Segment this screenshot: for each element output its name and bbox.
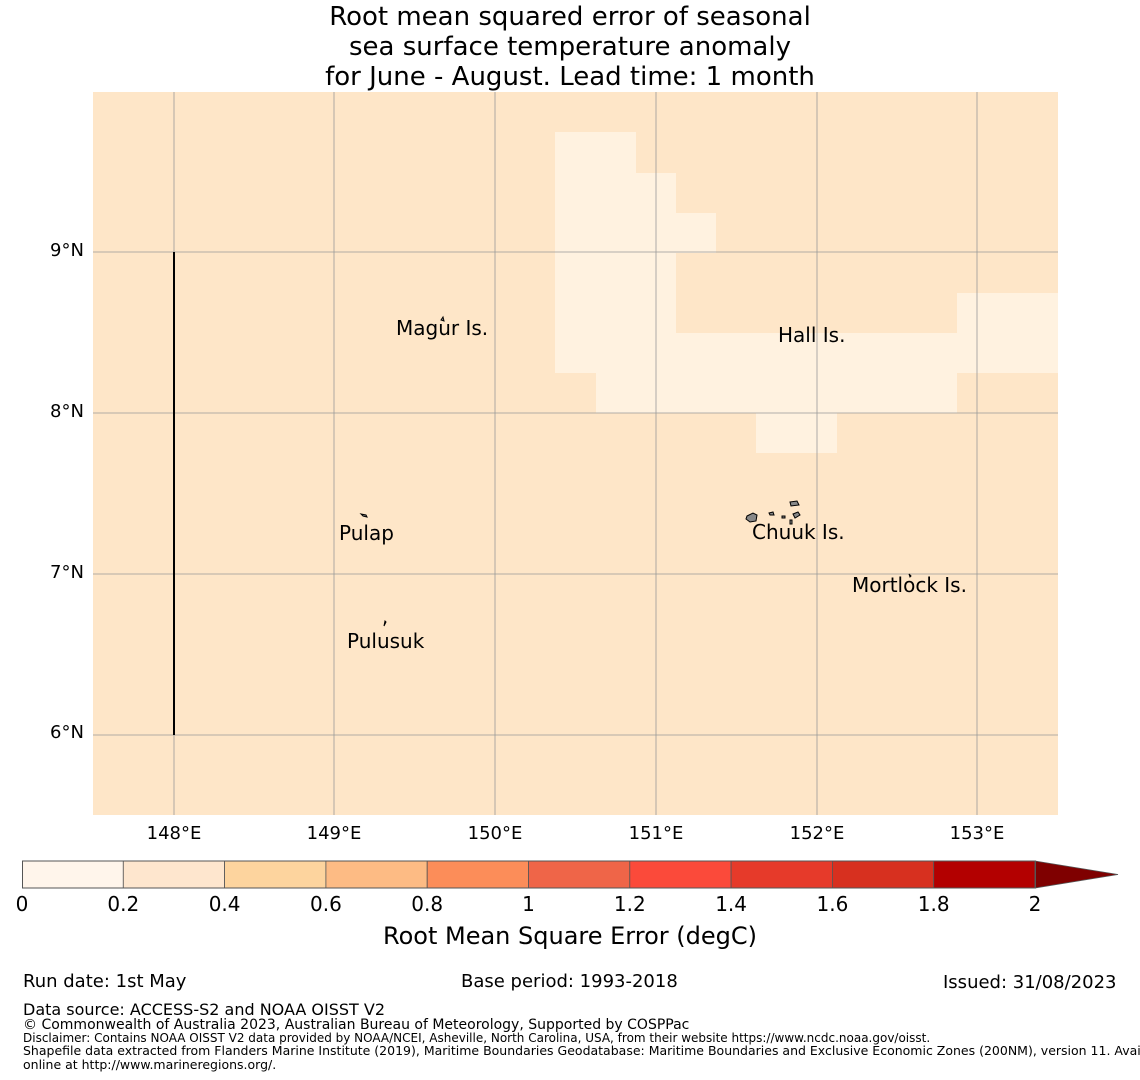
colorbar-segment	[426, 860, 529, 889]
chuuk-island-4	[789, 500, 800, 507]
pulap-island	[359, 513, 368, 518]
magur-island	[440, 315, 445, 322]
chuuk-island-5	[792, 511, 801, 519]
chuuk-island-2	[768, 511, 775, 516]
chuuk-island-1	[745, 512, 758, 523]
map-plot	[93, 92, 1058, 815]
colorbar-segment	[224, 860, 327, 889]
colorbar-tick-label: 1	[522, 892, 535, 916]
colorbar-tick-label: 1.4	[715, 892, 747, 916]
title-line-3: for June - August. Lead time: 1 month	[325, 62, 815, 92]
place-pulap: Pulap	[339, 521, 394, 545]
title-line-2: sea surface temperature anomaly	[349, 32, 791, 62]
shapefile-credit-1: Shapefile data extracted from Flanders M…	[23, 1043, 1140, 1058]
lat-label-6n: 6°N	[50, 722, 84, 743]
colorbar-tick-label: 0	[15, 892, 29, 916]
colorbar-segment	[730, 860, 833, 889]
lon-label-151e: 151°E	[628, 823, 684, 844]
colorbar-tick-label: 1.8	[917, 892, 950, 916]
colorbar-segment	[22, 860, 124, 889]
place-hall: Hall Is.	[778, 323, 846, 347]
colorbar-segment	[629, 860, 732, 889]
issued-date: Issued: 31/08/2023	[943, 972, 1117, 993]
place-chuuk: Chuuk Is.	[752, 520, 845, 544]
lon-label-148e: 148°E	[146, 823, 202, 844]
pulusuk-island	[383, 619, 387, 627]
lat-label-8n: 8°N	[50, 401, 84, 422]
place-mortlock: Mortlock Is.	[852, 573, 967, 597]
colorbar-tick-label: 0.8	[411, 892, 444, 916]
place-magur: Magur Is.	[396, 316, 489, 340]
low-error-region	[555, 132, 1058, 453]
colorbar-tick-label: 0.2	[107, 892, 140, 916]
lon-label-149e: 149°E	[306, 823, 362, 844]
colorbar-label: Root Mean Square Error (degC)	[383, 922, 757, 950]
colorbar-segment	[325, 860, 428, 889]
place-pulusuk: Pulusuk	[347, 629, 425, 653]
base-period: Base period: 1993-2018	[461, 971, 678, 992]
lon-label-150e: 150°E	[467, 823, 523, 844]
colorbar-tick-label: 2	[1028, 892, 1042, 916]
colorbar-tick-label: 1.2	[613, 892, 646, 916]
colorbar-extend-arrow	[1034, 860, 1119, 889]
colorbar-segment	[528, 860, 631, 889]
colorbar-segment	[832, 860, 935, 889]
chuuk-island-6	[789, 519, 793, 525]
run-date: Run date: 1st May	[23, 971, 187, 992]
lat-label-9n: 9°N	[50, 240, 84, 261]
map-title: Root mean squared error of seasonal sea …	[0, 2, 1140, 92]
islands	[359, 315, 912, 627]
lon-label-152e: 152°E	[789, 823, 845, 844]
colorbar-tick-label: 0.6	[309, 892, 342, 916]
colorbar-tick-label: 1.6	[816, 892, 849, 916]
colorbar	[22, 860, 1119, 889]
data-source: Data source: ACCESS-S2 and NOAA OISST V2	[23, 1000, 386, 1019]
copyright: © Commonwealth of Australia 2023, Austra…	[23, 1017, 690, 1033]
mortlock-island	[908, 573, 912, 578]
chuuk-island-3	[781, 515, 786, 519]
lon-label-153e: 153°E	[949, 823, 1005, 844]
lat-label-7n: 7°N	[50, 562, 84, 583]
colorbar-tick-label: 0.4	[208, 892, 241, 916]
title-line-1: Root mean squared error of seasonal	[329, 2, 811, 32]
shapefile-credit-2: online at http://www.marineregions.org/.	[23, 1057, 277, 1072]
disclaimer: Disclaimer: Contains NOAA OISST V2 data …	[23, 1031, 931, 1045]
colorbar-segment	[122, 860, 226, 889]
colorbar-segment	[933, 860, 1036, 889]
